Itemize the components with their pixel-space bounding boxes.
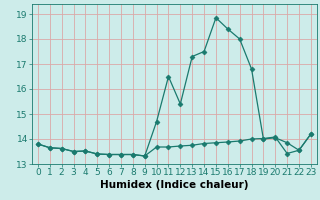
X-axis label: Humidex (Indice chaleur): Humidex (Indice chaleur) (100, 180, 249, 190)
